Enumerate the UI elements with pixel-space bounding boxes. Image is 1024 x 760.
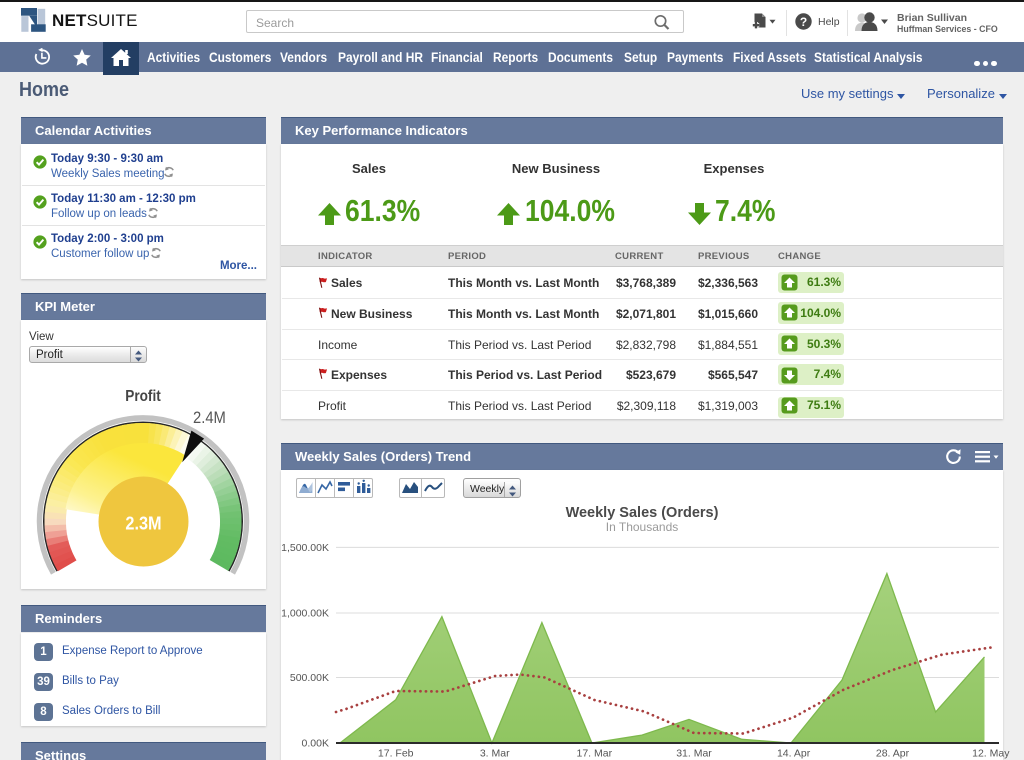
svg-text:3. Mar: 3. Mar [480,748,510,760]
svg-text:28. Apr: 28. Apr [876,748,910,760]
svg-text:14. Apr: 14. Apr [777,748,811,760]
svg-text:1,500.00K: 1,500.00K [281,542,329,554]
svg-text:31. Mar: 31. Mar [676,748,712,760]
svg-text:1,000.00K: 1,000.00K [281,608,329,620]
svg-text:17. Feb: 17. Feb [378,748,414,760]
svg-text:12. May: 12. May [972,748,1010,760]
svg-text:?: ? [800,15,807,29]
svg-text:17. Mar: 17. Mar [576,748,612,760]
svg-text:0.00K: 0.00K [302,738,329,750]
svg-text:2.3M: 2.3M [125,513,161,534]
svg-text:500.00K: 500.00K [290,672,329,684]
